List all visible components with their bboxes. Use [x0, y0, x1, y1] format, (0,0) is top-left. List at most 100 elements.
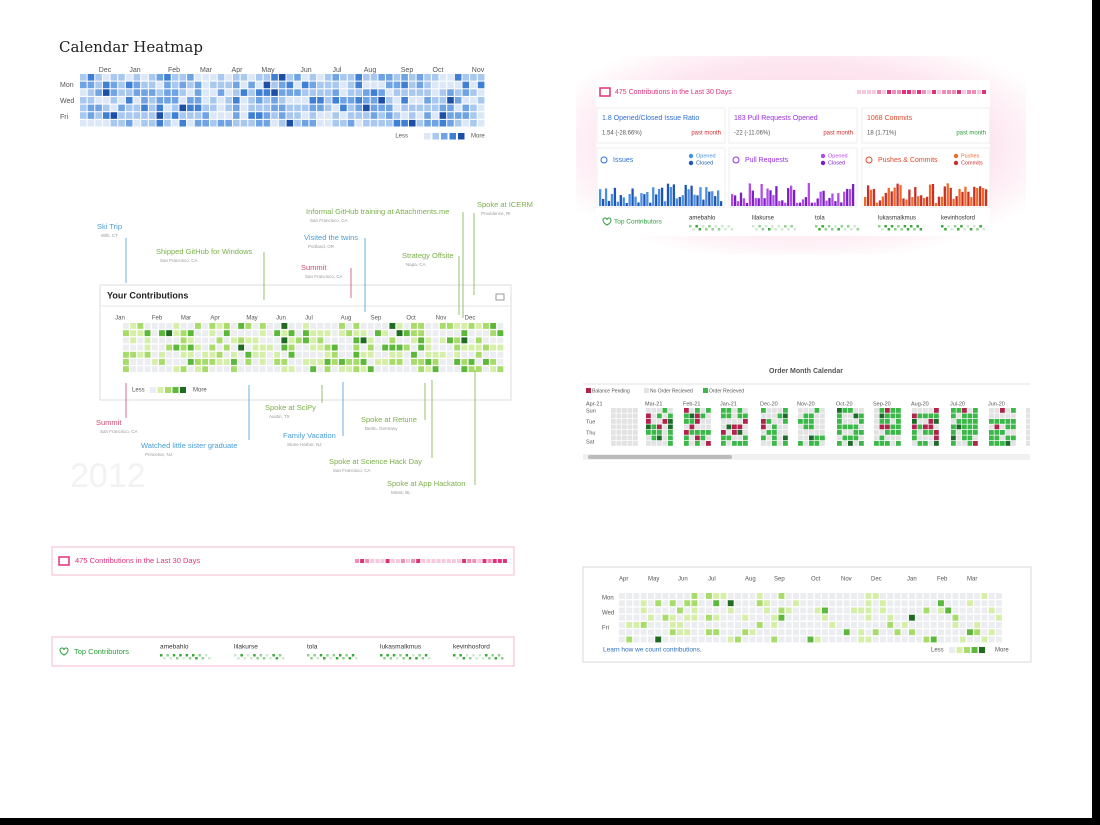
heat-cell	[295, 359, 302, 365]
heat-cell	[447, 119, 454, 127]
icon	[58, 556, 70, 566]
heat-cell	[202, 112, 209, 119]
contributor-name[interactable]: tola	[815, 216, 825, 222]
heat-cell	[411, 351, 417, 358]
heat-cell	[461, 359, 468, 365]
heat-cell	[386, 89, 393, 96]
heat-cell	[331, 351, 338, 358]
contributor-name[interactable]: lukasmalkmus	[878, 216, 916, 222]
heat-cell	[324, 104, 332, 112]
heat-cell	[633, 593, 640, 599]
heat-cell	[118, 81, 125, 89]
dot	[428, 657, 431, 660]
heat-cell	[470, 74, 477, 81]
legend-text: No Order Recieved	[650, 388, 693, 394]
heat-cell	[619, 614, 625, 621]
heat-cell	[418, 323, 425, 329]
heat-cell	[148, 96, 156, 104]
heat-cell	[777, 413, 783, 419]
heat-cell	[912, 413, 917, 419]
heat-cell	[996, 600, 1002, 607]
heat-cell	[144, 330, 151, 337]
dot	[421, 657, 425, 660]
heat-cell	[118, 96, 125, 104]
heat-cell	[238, 359, 245, 365]
heat-cell	[1000, 424, 1005, 430]
heat-cell	[389, 351, 396, 358]
heat-cell	[274, 351, 281, 358]
contributor-name[interactable]: kevinhosford	[941, 216, 975, 222]
heat-cell	[267, 366, 273, 373]
bar	[949, 187, 952, 206]
heat-cell	[225, 104, 232, 112]
event-label: Family Vacation	[283, 431, 336, 440]
heat-cell	[851, 636, 857, 643]
heat-cell	[195, 330, 201, 337]
heat-cell	[240, 74, 248, 81]
heat-cell	[370, 119, 378, 127]
heat-cell	[640, 614, 647, 621]
link[interactable]: Learn how we count contributions.	[603, 647, 702, 654]
header: 475 Contributions in the Last 30 Days	[615, 89, 732, 96]
heat-cell	[389, 344, 396, 351]
heat-cell	[1005, 424, 1011, 430]
heat-cell	[651, 424, 657, 430]
heat-cell	[1005, 441, 1011, 446]
heat-cell	[706, 636, 712, 643]
heat-cell	[233, 74, 240, 81]
contributor-name[interactable]: lilakurse	[752, 216, 775, 222]
heat-cell	[87, 74, 95, 81]
heat-cell	[461, 351, 468, 358]
legend-less: Less	[132, 388, 145, 394]
heat-cell	[726, 430, 732, 435]
scrollbar[interactable]	[583, 454, 1030, 460]
heat-cell	[771, 600, 778, 607]
stat-card	[728, 107, 858, 144]
heat-cell	[475, 344, 482, 351]
contributor-name[interactable]: amebahlo	[160, 644, 189, 651]
heat-cell	[475, 366, 482, 373]
legend-dot	[820, 153, 826, 159]
legend-swatch	[165, 387, 171, 393]
bar	[970, 197, 973, 206]
heat-cell	[187, 119, 194, 127]
legend-text: Opened	[828, 153, 848, 159]
heat-cell	[151, 330, 158, 337]
heat-cell	[195, 344, 201, 351]
heat-cell	[890, 435, 896, 441]
heat-cell	[989, 441, 994, 446]
heat-cell	[447, 74, 454, 81]
scrollbar-thumb[interactable]	[588, 455, 732, 459]
heat-cell	[123, 337, 129, 344]
dot	[380, 559, 385, 563]
heat-cell	[865, 629, 872, 636]
contributor-name[interactable]: kevinhosford	[453, 644, 490, 651]
heat-cell	[303, 323, 309, 329]
dot	[942, 90, 946, 94]
heat-cell	[173, 359, 180, 365]
heat-cell	[130, 366, 137, 373]
dot	[272, 654, 275, 657]
heat-cell	[408, 81, 416, 89]
contributor-name[interactable]: lukasmalkmus	[380, 644, 422, 651]
heat-cell	[749, 607, 756, 614]
month-label: Dec	[99, 67, 112, 74]
heat-cell	[988, 593, 995, 599]
contributor-name[interactable]: lilakurse	[234, 644, 258, 651]
dot	[979, 225, 982, 228]
heat-cell	[317, 366, 324, 373]
contributor-name[interactable]: amebahlo	[689, 216, 716, 222]
heat-cell	[890, 441, 896, 446]
heat-cell	[295, 337, 302, 344]
heat-cell	[973, 413, 978, 419]
heat-cell	[375, 366, 381, 373]
bar	[658, 188, 661, 206]
legend-swatch	[964, 647, 970, 653]
heat-cell	[785, 636, 792, 643]
heat-cell	[923, 413, 928, 419]
heat-cell	[858, 622, 865, 628]
heat-cell	[874, 419, 879, 424]
contributor-name[interactable]: tola	[307, 644, 318, 651]
heat-cell	[880, 600, 886, 607]
heat-cell	[951, 413, 956, 419]
